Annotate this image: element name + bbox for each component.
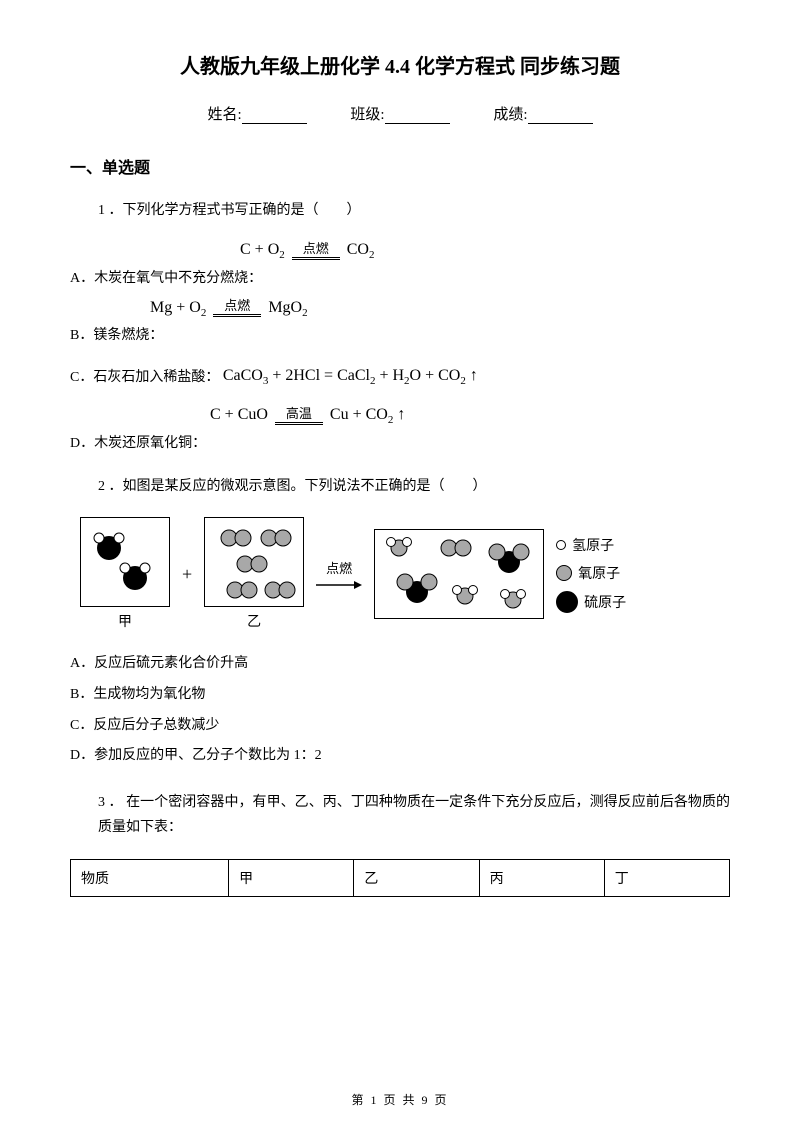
q1b-label: B．镁条燃烧： bbox=[70, 323, 163, 348]
q1-option-b: B．镁条燃烧： bbox=[70, 323, 730, 348]
info-line: 姓名: 班级: 成绩: bbox=[70, 103, 730, 124]
q1d-cond: 高温 bbox=[275, 407, 323, 420]
arrow-block: 点燃 bbox=[316, 558, 362, 591]
td-c4: 丙 bbox=[479, 859, 604, 896]
q1a-left: C + O bbox=[240, 241, 279, 258]
q2-opt-a: A．反应后硫元素化合价升高 bbox=[70, 649, 730, 680]
q1-option-d: D．木炭还原氧化铜： bbox=[70, 430, 730, 455]
name-label: 姓名: bbox=[207, 107, 241, 123]
arrow-text: 点燃 bbox=[326, 558, 352, 577]
page-footer: 第 1 页 共 9 页 bbox=[0, 1091, 800, 1108]
name-blank[interactable] bbox=[242, 108, 307, 124]
class-blank[interactable] bbox=[385, 108, 450, 124]
q2-stem: 2 ．如图是某反应的微观示意图。下列说法不正确的是（ ） bbox=[98, 474, 730, 499]
q1a-right: CO bbox=[347, 241, 369, 258]
page-title: 人教版九年级上册化学 4.4 化学方程式 同步练习题 bbox=[70, 50, 730, 79]
q2-options: A．反应后硫元素化合价升高 B．生成物均为氧化物 C．反应后分子总数减少 D．参… bbox=[70, 649, 730, 772]
legend-h-label: 氢原子 bbox=[572, 535, 614, 555]
box-yi-svg bbox=[205, 518, 305, 608]
q1a-label: A．木炭在氧气中不充分燃烧： bbox=[70, 266, 262, 291]
score-label: 成绩: bbox=[493, 107, 527, 123]
td-c1: 物质 bbox=[71, 859, 229, 896]
atom-h-icon bbox=[556, 540, 566, 550]
td-c5: 丁 bbox=[604, 859, 729, 896]
q3-table-wrap: 物质 甲 乙 丙 丁 bbox=[70, 859, 730, 897]
box-result bbox=[374, 529, 544, 619]
q1-stem: 1 ．下列化学方程式书写正确的是（ ） bbox=[98, 198, 730, 223]
td-c3: 乙 bbox=[354, 859, 479, 896]
atom-o-icon bbox=[556, 565, 572, 581]
legend: 氢原子 氧原子 硫原子 bbox=[556, 535, 626, 613]
q1d-label: D．木炭还原氧化铜： bbox=[70, 431, 206, 456]
q1d-left: C + CuO bbox=[210, 406, 268, 423]
q1b-sub1: 2 bbox=[201, 307, 207, 319]
q1-formula-a: C + O2 点燃 CO2 bbox=[240, 241, 730, 261]
q1-option-c: C．石灰石加入稀盐酸： CaCO3 + 2HCl = CaCl2 + H2O +… bbox=[70, 362, 730, 392]
box-result-svg bbox=[375, 530, 545, 620]
legend-s: 硫原子 bbox=[556, 591, 626, 613]
legend-o: 氧原子 bbox=[556, 563, 626, 583]
box-yi-wrap: 乙 bbox=[204, 517, 304, 631]
q1c-label: C．石灰石加入稀盐酸： bbox=[70, 365, 219, 390]
q1-option-a: A．木炭在氧气中不充分燃烧： bbox=[70, 265, 730, 290]
q1a-sub1: 2 bbox=[279, 249, 285, 261]
q1d-arrow: ↑ bbox=[393, 406, 405, 423]
q1c-p4: O + CO bbox=[410, 367, 461, 384]
td-c2: 甲 bbox=[229, 859, 354, 896]
q1c-p1: CaCO bbox=[223, 367, 263, 384]
box-jia-wrap: 甲 bbox=[80, 517, 170, 631]
q3-stem: 3 ． 在一个密闭容器中，有甲、乙、丙、丁四种物质在一定条件下充分反应后，测得反… bbox=[98, 790, 730, 840]
box-yi bbox=[204, 517, 304, 607]
q1-formula-d: C + CuO 高温 Cu + CO2 ↑ bbox=[210, 406, 730, 426]
q1a-cond: 点燃 bbox=[292, 242, 340, 255]
question-3: 3 ． 在一个密闭容器中，有甲、乙、丙、丁四种物质在一定条件下充分反应后，测得反… bbox=[70, 790, 730, 840]
question-2: 2 ．如图是某反应的微观示意图。下列说法不正确的是（ ） bbox=[70, 474, 730, 499]
q2-diagram: 甲 + 乙 点燃 bbox=[80, 517, 730, 631]
q1-formula-b: Mg + O2 点燃 MgO2 bbox=[150, 299, 730, 319]
box-jia bbox=[80, 517, 170, 607]
score-blank[interactable] bbox=[528, 108, 593, 124]
q1b-cond: 点燃 bbox=[213, 299, 261, 312]
atom-s-icon bbox=[556, 591, 578, 613]
q1b-left: Mg + O bbox=[150, 299, 201, 316]
q1b-right: MgO bbox=[268, 299, 302, 316]
arrow-icon bbox=[316, 579, 362, 591]
q1c-p2: + 2HCl = CaCl bbox=[268, 367, 370, 384]
q1b-sub2: 2 bbox=[302, 307, 308, 319]
table-row: 物质 甲 乙 丙 丁 bbox=[71, 859, 730, 896]
q1d-right: Cu + CO bbox=[330, 406, 388, 423]
box-jia-label: 甲 bbox=[118, 611, 132, 631]
q1c-p3: + H bbox=[375, 367, 404, 384]
q2-opt-c: C．反应后分子总数减少 bbox=[70, 711, 730, 742]
legend-s-label: 硫原子 bbox=[584, 592, 626, 612]
class-label: 班级: bbox=[350, 107, 384, 123]
q1a-sub2: 2 bbox=[369, 249, 375, 261]
box-yi-label: 乙 bbox=[247, 611, 261, 631]
legend-o-label: 氧原子 bbox=[578, 563, 620, 583]
box-jia-svg bbox=[81, 518, 171, 608]
question-1: 1 ．下列化学方程式书写正确的是（ ） bbox=[70, 198, 730, 223]
section-heading: 一、单选题 bbox=[70, 154, 730, 178]
q2-opt-d: D．参加反应的甲、乙分子个数比为 1：2 bbox=[70, 741, 730, 772]
q2-opt-b: B．生成物均为氧化物 bbox=[70, 680, 730, 711]
legend-h: 氢原子 bbox=[556, 535, 626, 555]
q1c-arrow: ↑ bbox=[466, 367, 478, 384]
plus-sign: + bbox=[182, 564, 192, 585]
q3-table: 物质 甲 乙 丙 丁 bbox=[70, 859, 730, 897]
